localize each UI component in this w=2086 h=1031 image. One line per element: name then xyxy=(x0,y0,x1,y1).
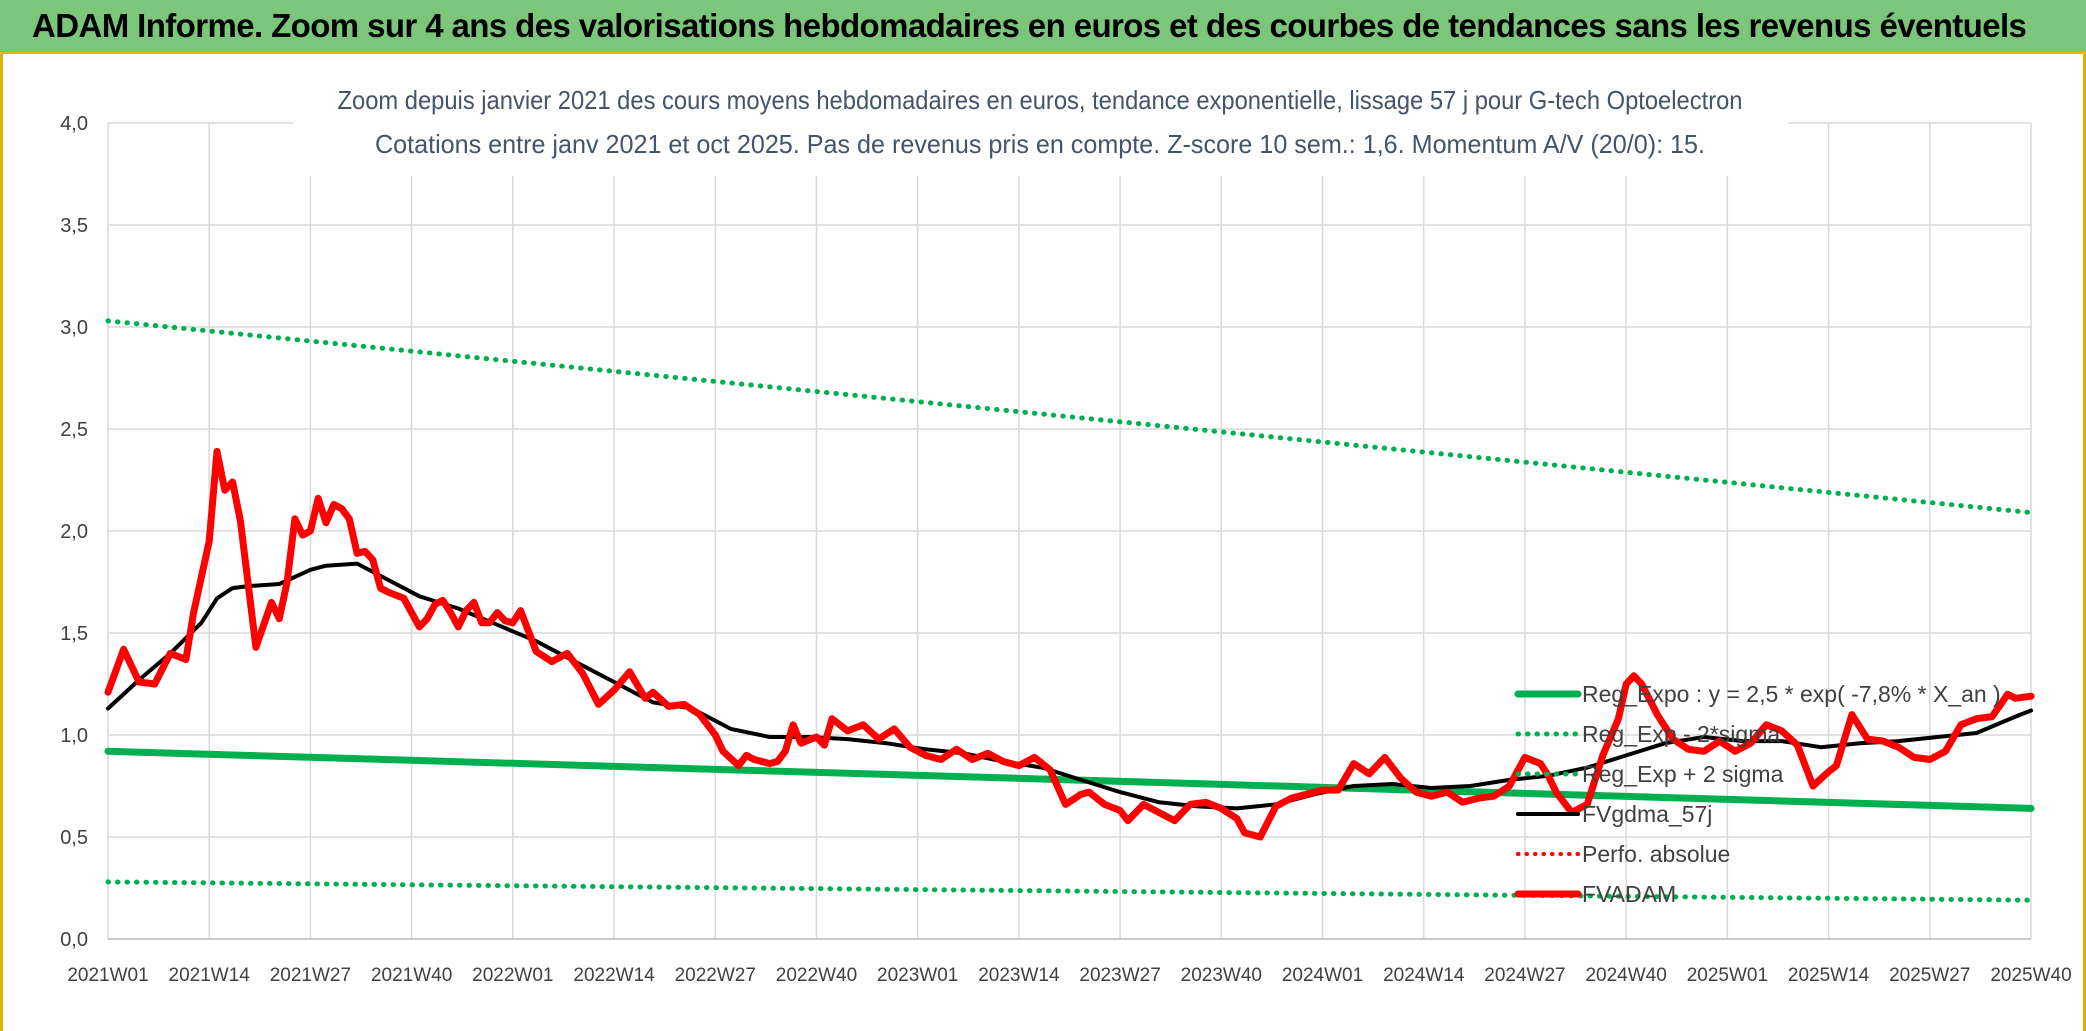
line-chart: 0,0 0,5 1,0 1,5 2,0 2,5 3,0 3,5 4,0 2021W01 2021W1… xyxy=(60,76,2072,986)
y-tick-label: 4,0 xyxy=(60,113,88,135)
x-tick-label: 2025W27 xyxy=(1889,965,1970,986)
regression-line xyxy=(104,747,2035,812)
chart-title-backdrop xyxy=(293,76,1788,176)
x-tick-label: 2023W40 xyxy=(1181,965,1262,986)
report-title: ADAM Informe. Zoom sur 4 ans des valoris… xyxy=(32,7,2027,44)
x-tick-label: 2022W27 xyxy=(675,965,756,986)
legend-label: Perfo. absolue xyxy=(1582,841,1730,867)
x-tick-label: 2023W01 xyxy=(877,965,958,986)
x-tick-label: 2021W14 xyxy=(169,965,251,986)
x-tick-label: 2021W40 xyxy=(371,965,452,986)
chart-title-line2: Cotations entre janv 2021 et oct 2025. P… xyxy=(375,129,1705,159)
y-tick-label: 3,0 xyxy=(60,317,88,339)
y-tick-label: 1,5 xyxy=(60,623,88,645)
x-tick-label: 2024W40 xyxy=(1585,965,1666,986)
legend-label: Reg_Expo : y = 2,5 * exp( -7,8% * X_an ) xyxy=(1582,681,2001,707)
legend-label: Reg_Exp - 2*sigma xyxy=(1582,721,1780,747)
legend-label: Reg_Exp + 2 sigma xyxy=(1582,761,1784,787)
x-tick-label: 2024W14 xyxy=(1383,965,1465,986)
x-tick-label: 2022W14 xyxy=(573,965,655,986)
x-tick-label: 2023W14 xyxy=(978,965,1060,986)
legend-label: FVADAM xyxy=(1582,881,1676,907)
y-tick-label: 0,0 xyxy=(60,929,88,951)
sigma-band-line xyxy=(105,879,2034,903)
legend-label: FVgdma_57j xyxy=(1582,801,1712,827)
y-tick-label: 0,5 xyxy=(60,827,88,849)
x-tick-label: 2025W01 xyxy=(1687,965,1768,986)
y-tick-label: 1,0 xyxy=(60,725,88,747)
y-tick-label: 2,5 xyxy=(60,419,88,441)
sigma-band-line xyxy=(105,318,2034,516)
x-tick-label: 2022W40 xyxy=(776,965,857,986)
report-header: ADAM Informe. Zoom sur 4 ans des valoris… xyxy=(0,0,2086,54)
x-tick-label: 2024W01 xyxy=(1282,965,1363,986)
x-tick-label: 2025W14 xyxy=(1788,965,1870,986)
fvadam-line xyxy=(104,447,2035,841)
x-tick-label: 2021W27 xyxy=(270,965,351,986)
y-tick-label: 2,0 xyxy=(60,521,88,543)
x-tick-label: 2024W27 xyxy=(1484,965,1565,986)
chart-title-line1: Zoom depuis janvier 2021 des cours moyen… xyxy=(338,85,1743,115)
x-tick-label: 2023W27 xyxy=(1079,965,1160,986)
y-tick-label: 3,5 xyxy=(60,215,88,237)
chart-frame: 0,0 0,5 1,0 1,5 2,0 2,5 3,0 3,5 4,0 2021W01 2021W1… xyxy=(0,54,2086,1031)
x-tick-label: 2022W01 xyxy=(472,965,553,986)
x-tick-label: 2025W40 xyxy=(1990,965,2071,986)
x-tick-label: 2021W01 xyxy=(67,965,148,986)
